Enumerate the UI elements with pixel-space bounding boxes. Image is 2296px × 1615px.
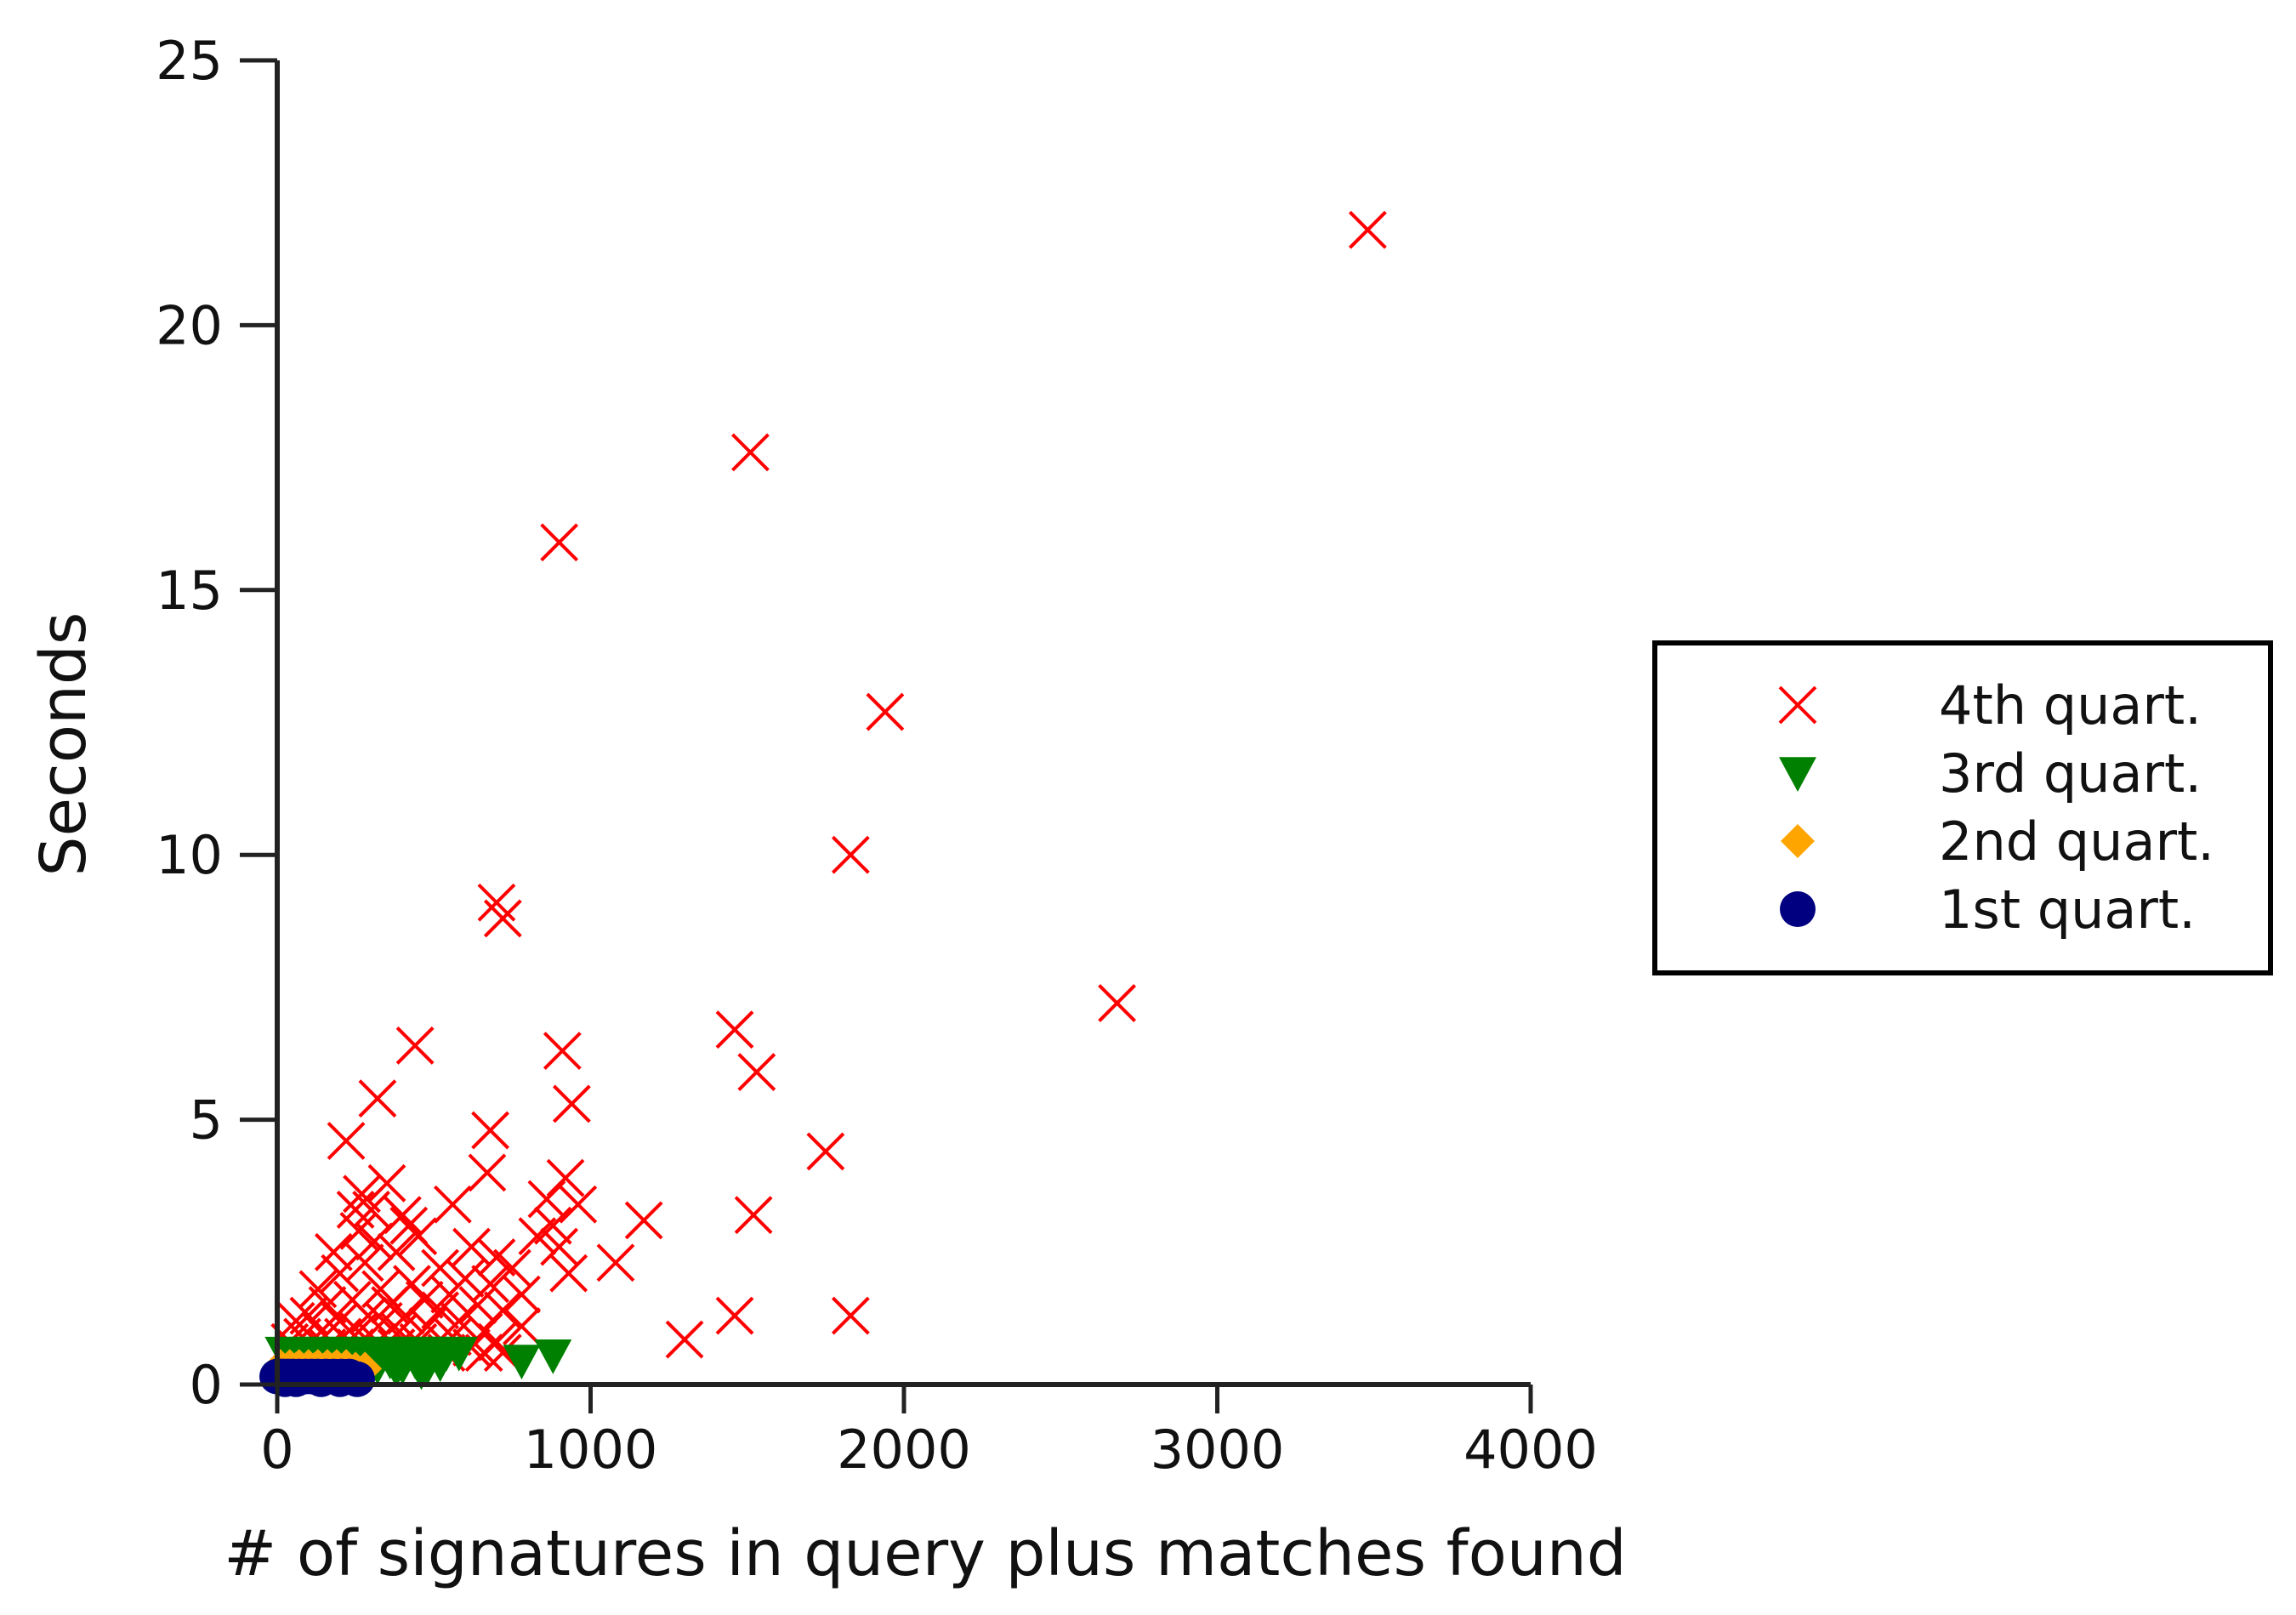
data-point	[289, 1296, 328, 1335]
data-point	[596, 1243, 635, 1282]
data-point	[1348, 210, 1387, 249]
data-point	[452, 1227, 491, 1266]
data-point	[527, 1180, 566, 1219]
data-point	[518, 1217, 557, 1256]
ticks: 0 1000 2000 3000 4000 0 5 10 15 20 25	[156, 30, 1598, 1481]
plot-marks	[259, 210, 1387, 1397]
y-tick-label: 20	[156, 294, 223, 356]
data-point	[327, 1122, 366, 1160]
data-point	[831, 1296, 870, 1335]
legend-label: 4th quart.	[1939, 674, 2202, 736]
data-point	[314, 1232, 353, 1271]
data-point	[471, 1111, 509, 1150]
data-point	[321, 1361, 358, 1397]
data-point	[440, 1336, 478, 1372]
data-point	[731, 433, 770, 472]
data-point	[421, 1248, 460, 1288]
legend-marker	[1781, 824, 1815, 858]
y-tick-label: 15	[156, 560, 223, 622]
data-point	[468, 1153, 507, 1192]
data-point	[339, 1211, 378, 1250]
data-point	[503, 1275, 541, 1314]
legend-marker	[1779, 757, 1816, 792]
data-point	[395, 1026, 435, 1065]
data-point	[278, 1361, 315, 1397]
y-tick-label: 10	[156, 824, 223, 886]
data-point	[665, 1320, 704, 1359]
data-point	[421, 1291, 460, 1330]
data-point	[543, 1032, 582, 1071]
x-tick-label: 4000	[1463, 1419, 1598, 1481]
data-point	[433, 1185, 472, 1224]
x-axis-title: # of signatures in query plus matches fo…	[224, 1517, 1626, 1590]
data-point	[533, 1206, 572, 1245]
x-tick-label: 0	[260, 1419, 293, 1481]
y-axis-title: Seconds	[27, 612, 100, 877]
y-tick-label: 5	[190, 1089, 223, 1152]
data-point	[503, 1307, 541, 1345]
data-point	[552, 1084, 591, 1123]
data-point	[737, 1053, 776, 1091]
data-point	[866, 692, 905, 731]
data-point	[540, 523, 579, 562]
y-tick-label: 25	[156, 30, 223, 92]
x-tick-label: 2000	[837, 1419, 971, 1481]
data-point	[503, 1345, 541, 1379]
data-point	[321, 1301, 360, 1340]
data-point	[715, 1296, 754, 1335]
data-point	[624, 1201, 663, 1240]
data-point	[477, 883, 516, 922]
legend-marker	[1780, 891, 1816, 927]
legend-box	[1652, 640, 2273, 975]
data-point	[345, 1243, 384, 1282]
legend: 4th quart.3rd quart.2nd quart.1st quart.	[1652, 640, 2273, 975]
data-point	[471, 1265, 509, 1304]
series-1	[270, 210, 1387, 1373]
data-point	[534, 1339, 572, 1374]
data-point	[734, 1196, 773, 1235]
x-tick-label: 3000	[1151, 1419, 1285, 1481]
data-point	[477, 1238, 516, 1277]
data-point	[355, 1222, 394, 1261]
legend-marker	[1778, 685, 1817, 725]
legend-label: 1st quart.	[1939, 879, 2196, 941]
data-point	[715, 1010, 754, 1049]
data-point	[549, 1254, 588, 1293]
legend-label: 3rd quart.	[1939, 742, 2202, 805]
data-point	[806, 1132, 845, 1171]
data-point	[377, 1232, 416, 1271]
x-tick-label: 1000	[524, 1419, 658, 1481]
data-point	[308, 1286, 347, 1324]
data-point	[358, 1079, 397, 1118]
data-point	[399, 1217, 438, 1256]
data-point	[492, 1248, 531, 1288]
data-point	[352, 1191, 390, 1229]
data-point	[367, 1163, 406, 1203]
data-point	[1098, 984, 1136, 1022]
data-point	[540, 1227, 579, 1266]
data-point	[483, 899, 522, 938]
data-point	[402, 1355, 440, 1390]
axes	[275, 60, 1531, 1387]
data-point	[831, 835, 870, 874]
data-point	[321, 1254, 360, 1293]
y-tick-label: 0	[190, 1354, 223, 1416]
data-point	[559, 1185, 598, 1224]
legend-label: 2nd quart.	[1939, 810, 2214, 873]
data-point	[458, 1286, 497, 1324]
